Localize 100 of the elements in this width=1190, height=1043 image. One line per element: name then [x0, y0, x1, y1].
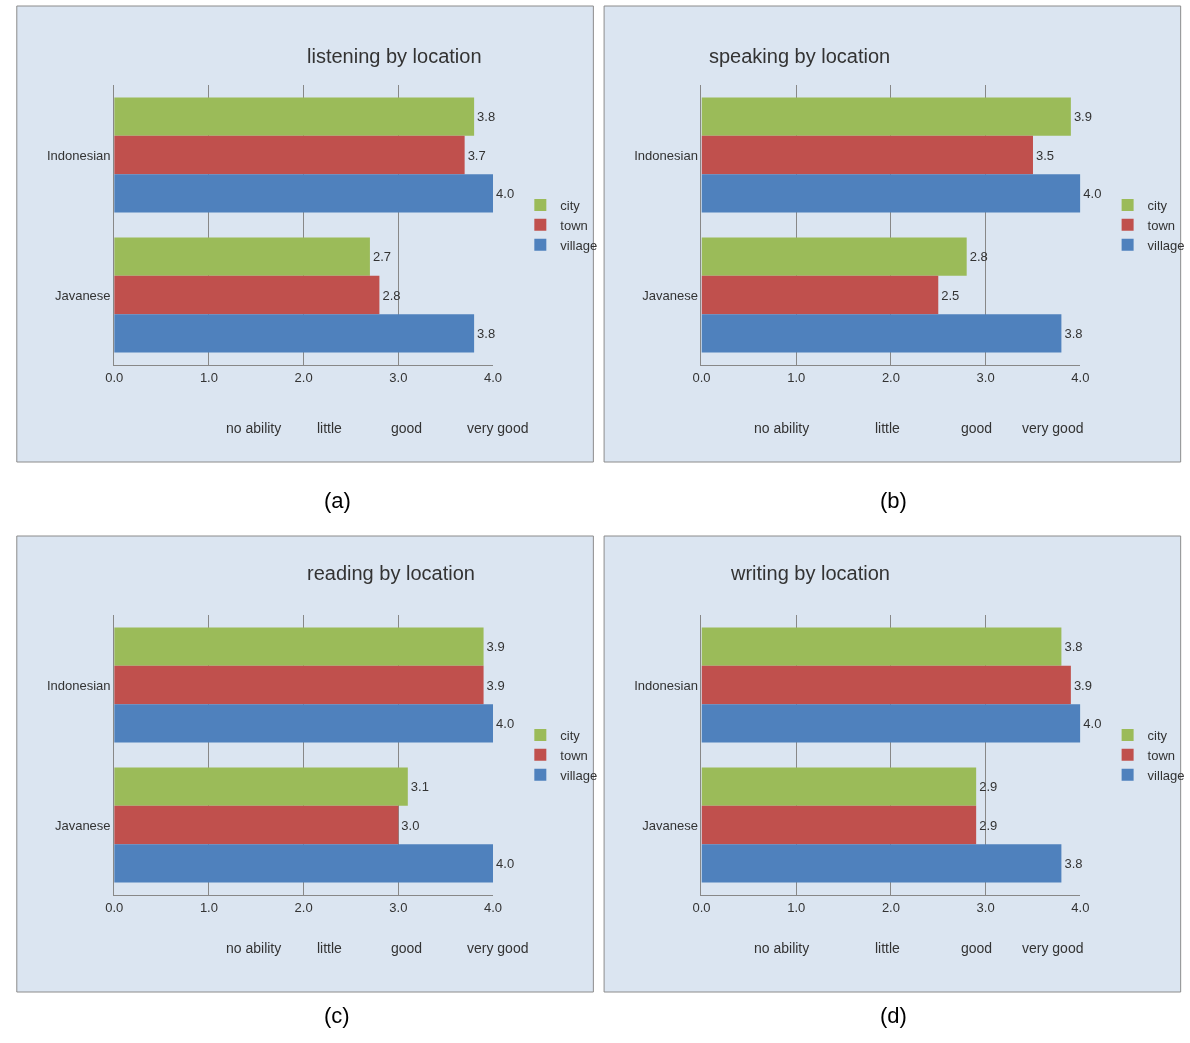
text: no ability — [226, 420, 282, 436]
text: little — [875, 420, 901, 436]
x-tick-label: 2.0 — [294, 369, 313, 385]
y-tick-label: Javanese — [54, 287, 111, 303]
x-tick-label: 4.0 — [1071, 899, 1090, 915]
bar — [701, 275, 939, 315]
legend-label: village — [1147, 767, 1185, 783]
text: (b) — [880, 488, 907, 513]
bar — [701, 704, 1081, 743]
text: (c) — [324, 1003, 350, 1028]
x-tick-label: 0.0 — [105, 899, 124, 915]
legend-label: city — [1147, 728, 1168, 744]
text: (a) — [324, 488, 351, 513]
data-label: 4.0 — [496, 715, 515, 731]
data-label: 3.8 — [477, 325, 496, 341]
text: very good — [1022, 420, 1084, 436]
data-label: 3.8 — [1064, 325, 1083, 341]
bar — [701, 844, 1062, 883]
data-label: 3.8 — [1064, 639, 1083, 655]
legend-label: village — [560, 237, 598, 253]
bar — [114, 97, 475, 136]
text: good — [961, 940, 993, 956]
chart-title: reading by location — [307, 562, 475, 584]
bar — [114, 275, 380, 315]
x-tick-label: 1.0 — [199, 369, 218, 385]
data-label: 3.5 — [1035, 147, 1055, 163]
x-tick-label: 2.0 — [294, 899, 313, 915]
text: very good — [467, 940, 529, 956]
x-tick-label: 3.0 — [976, 369, 995, 385]
data-label: 2.8 — [382, 287, 401, 303]
legend-label: city — [1147, 198, 1168, 214]
y-tick-label: Javanese — [642, 817, 698, 833]
bar — [701, 97, 1071, 136]
bar — [114, 237, 370, 276]
data-label: 4.0 — [1083, 185, 1102, 201]
x-tick-label: 4.0 — [1071, 369, 1090, 385]
x-tick-label: 4.0 — [484, 369, 503, 385]
bar — [701, 314, 1062, 353]
text: little — [317, 940, 343, 956]
bar — [701, 174, 1081, 213]
data-label: 2.8 — [969, 249, 988, 265]
text: very good — [1022, 940, 1084, 956]
x-tick-label: 0.0 — [692, 899, 711, 915]
x-tick-label: 3.0 — [976, 899, 995, 915]
legend-label: town — [560, 217, 588, 233]
data-label: 2.5 — [941, 287, 960, 303]
bar — [114, 314, 475, 353]
bar — [701, 665, 1071, 705]
data-label: 2.9 — [979, 779, 998, 795]
y-tick-label: Indonesian — [46, 147, 111, 163]
bar — [114, 135, 465, 175]
legend-label: city — [560, 728, 581, 744]
legend-label: village — [1147, 237, 1185, 253]
x-tick-label: 3.0 — [389, 899, 408, 915]
bar — [114, 844, 494, 883]
legend-label: city — [560, 198, 581, 214]
data-label: 3.9 — [1073, 677, 1092, 693]
text: no ability — [754, 420, 810, 436]
y-tick-label: Javanese — [642, 287, 698, 303]
data-label: 4.0 — [496, 855, 515, 871]
legend-label: town — [560, 747, 588, 763]
x-tick-label: 1.0 — [199, 899, 218, 915]
data-label: 4.0 — [1083, 715, 1102, 731]
chart-title: writing by location — [730, 562, 890, 584]
x-tick-label: 0.0 — [105, 369, 124, 385]
x-tick-label: 1.0 — [787, 369, 806, 385]
y-tick-label: Indonesian — [634, 147, 698, 163]
data-label: 2.9 — [979, 817, 998, 833]
y-tick-label: Indonesian — [634, 677, 698, 693]
text: good — [391, 940, 423, 956]
text: no ability — [754, 940, 810, 956]
data-label: 3.0 — [401, 817, 420, 833]
text: little — [875, 940, 901, 956]
legend-label: town — [1147, 217, 1176, 233]
data-label: 3.9 — [486, 639, 505, 655]
text: no ability — [226, 940, 282, 956]
x-tick-label: 2.0 — [881, 369, 900, 385]
data-label: 4.0 — [496, 185, 515, 201]
data-label: 3.8 — [1064, 855, 1083, 871]
chart-title: listening by location — [307, 45, 482, 67]
bar — [701, 135, 1033, 175]
bar — [701, 805, 977, 845]
data-label: 3.9 — [486, 677, 505, 693]
legend-label: town — [1147, 747, 1176, 763]
x-tick-label: 3.0 — [389, 369, 408, 385]
data-label: 2.7 — [372, 249, 391, 265]
bar — [114, 805, 399, 845]
bar — [114, 174, 494, 213]
x-tick-label: 2.0 — [881, 899, 900, 915]
chart-title: speaking by location — [709, 45, 891, 67]
bar — [114, 767, 408, 806]
x-tick-label: 4.0 — [484, 899, 503, 915]
text: little — [317, 420, 343, 436]
bar — [114, 665, 484, 705]
text: good — [961, 420, 993, 436]
data-label: 3.8 — [477, 109, 496, 125]
data-label: 3.9 — [1073, 109, 1092, 125]
x-tick-label: 0.0 — [692, 369, 711, 385]
legend-label: village — [560, 767, 598, 783]
bar — [701, 767, 977, 806]
